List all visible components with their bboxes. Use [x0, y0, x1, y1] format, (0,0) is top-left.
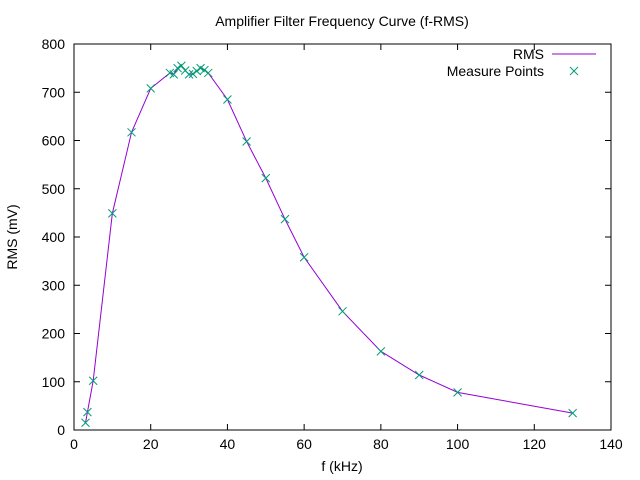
data-point [83, 407, 92, 417]
y-tick-label: 100 [42, 374, 66, 390]
x-tick-label: 0 [70, 436, 78, 452]
data-point [568, 408, 577, 418]
y-tick-label: 0 [57, 422, 65, 438]
data-point [261, 173, 271, 183]
x-tick-label: 120 [523, 436, 547, 452]
y-axis-ticks: 0 100 200 300 400 500 600 700 800 [42, 36, 611, 438]
x-axis-label: f (kHz) [321, 458, 362, 474]
y-tick-label: 200 [42, 326, 66, 342]
data-point [127, 127, 136, 137]
chart-title: Amplifier Filter Frequency Curve (f-RMS) [215, 13, 469, 29]
data-point [188, 69, 198, 79]
y-tick-label: 500 [42, 181, 66, 197]
series-points [81, 61, 577, 428]
data-point [376, 346, 386, 356]
data-point [242, 137, 251, 146]
y-tick-label: 800 [42, 36, 66, 52]
x-tick-label: 40 [220, 436, 236, 452]
series-line-rms [85, 65, 573, 423]
data-point [280, 214, 290, 224]
x-tick-label: 20 [143, 436, 159, 452]
data-point [338, 306, 347, 316]
data-point [223, 95, 232, 104]
data-point [81, 418, 90, 428]
plot-frame [73, 43, 612, 431]
data-point [299, 252, 309, 262]
x-tick-label: 100 [446, 436, 470, 452]
x-axis-ticks: 0 20 40 60 80 100 120 140 [70, 44, 623, 452]
data-point [173, 63, 182, 73]
data-point [200, 65, 209, 75]
x-tick-label: 80 [373, 436, 389, 452]
y-tick-label: 300 [42, 277, 66, 293]
legend-swatch-measure-points [569, 66, 579, 76]
data-point [108, 209, 117, 218]
x-tick-label: 60 [296, 436, 312, 452]
data-point [453, 388, 462, 397]
legend: RMS Measure Points [447, 46, 596, 79]
data-point [169, 70, 179, 79]
y-tick-label: 400 [42, 229, 66, 245]
legend-label-measure-points: Measure Points [447, 63, 544, 79]
data-point [192, 66, 202, 76]
data-point [146, 84, 156, 93]
data-point [88, 376, 98, 386]
series-lines [85, 65, 573, 423]
data-point [414, 370, 424, 380]
y-axis-label: RMS (mV) [4, 204, 20, 269]
y-tick-label: 700 [42, 84, 66, 100]
data-point [177, 61, 186, 71]
data-point [203, 68, 213, 78]
legend-marker-x [569, 66, 579, 76]
y-tick-label: 600 [42, 133, 66, 149]
legend-label-rms: RMS [513, 46, 544, 62]
x-tick-label: 140 [599, 436, 623, 452]
data-point [184, 70, 194, 79]
